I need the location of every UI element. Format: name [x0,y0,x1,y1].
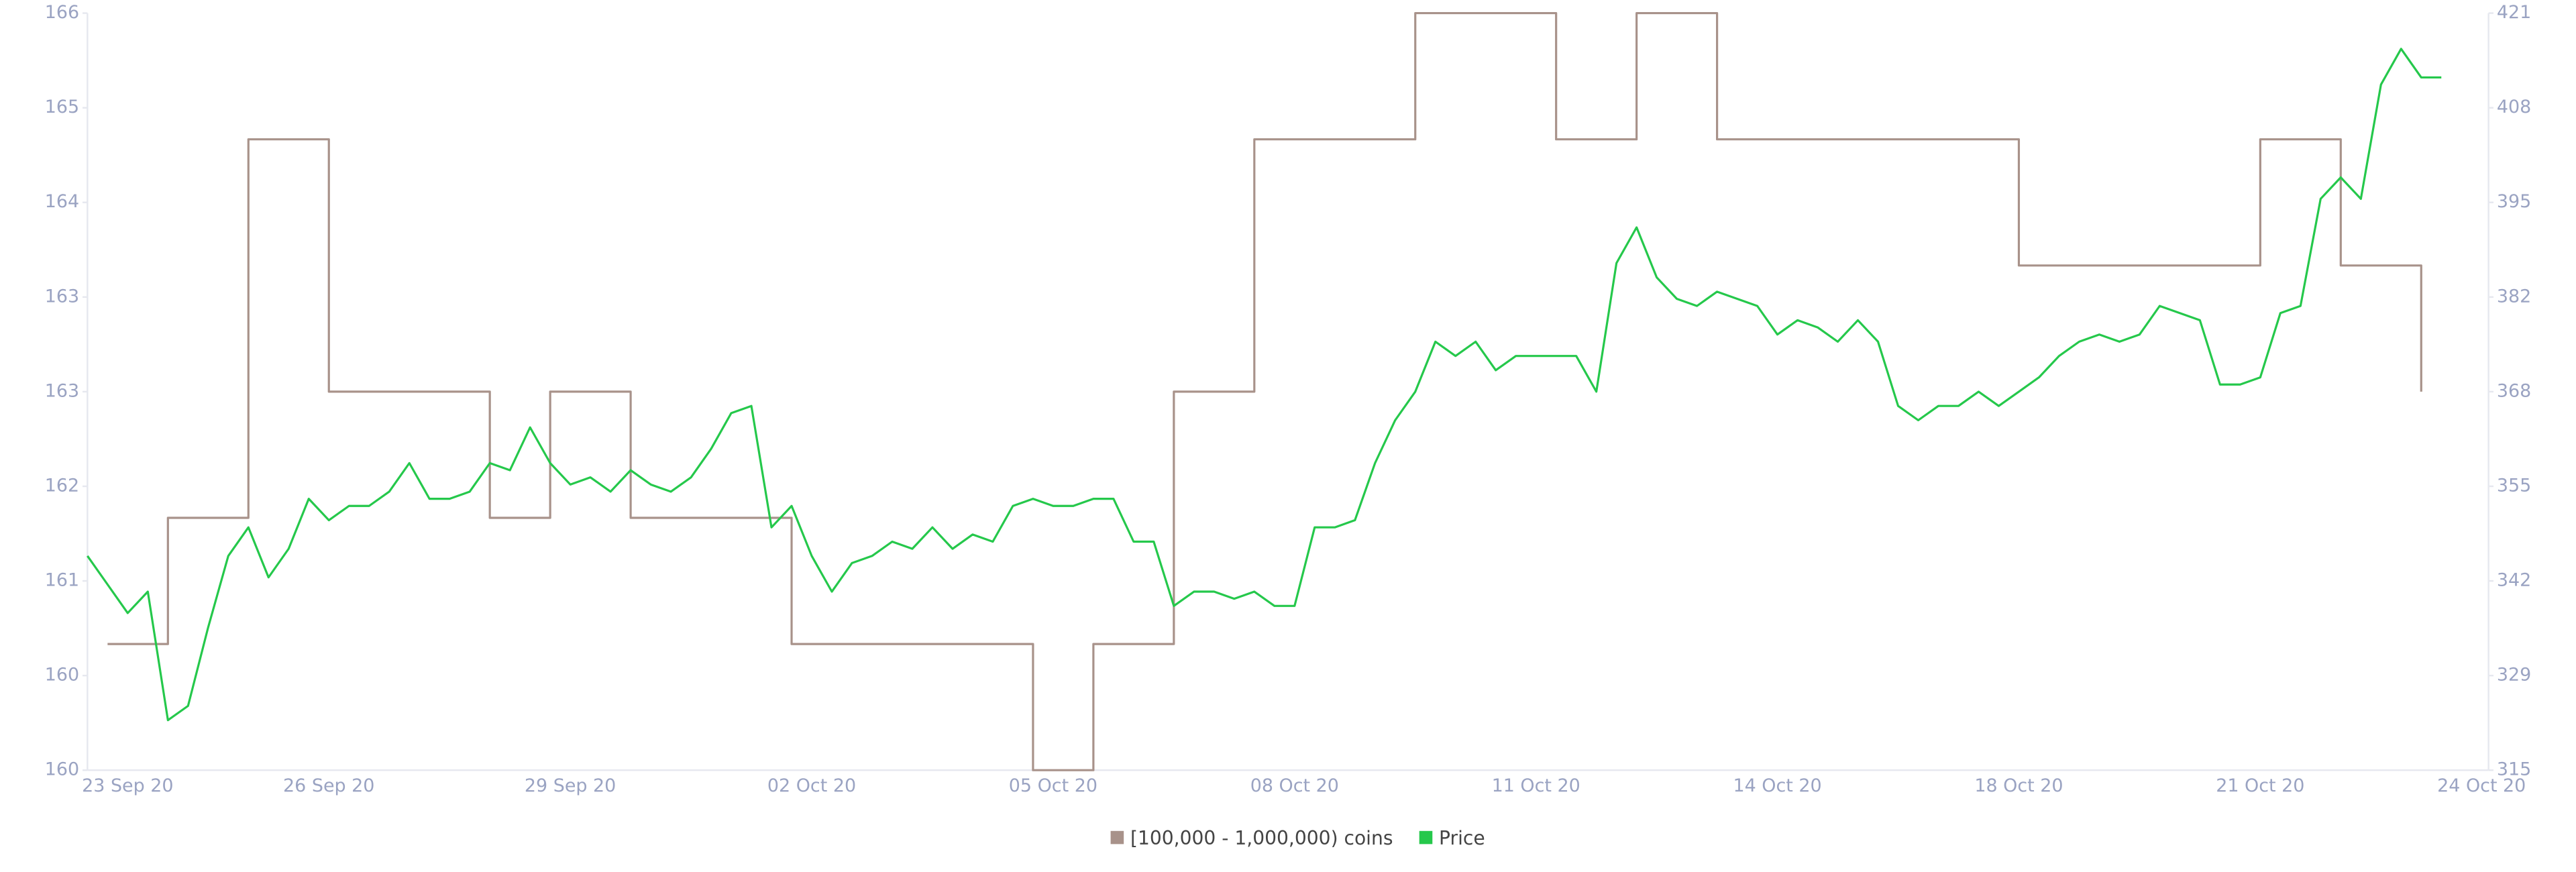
y-tick-label: 162 [45,475,79,496]
series-line [87,48,2442,722]
y2-tick-label: 421 [2497,2,2531,23]
legend-label: [100,000 - 1,000,000) coins [1130,827,1393,849]
y2-tick-label: 408 [2497,97,2531,117]
x-tick-label: 11 Oct 20 [1492,775,1580,796]
x-tick-label: 14 Oct 20 [1733,775,1821,796]
y2-tick-label: 315 [2497,759,2531,780]
x-tick-label: 24 Oct 20 [2437,775,2526,796]
y2-tick-label: 355 [2497,475,2531,496]
legend-swatch [1419,830,1433,844]
y2-tick-label: 382 [2497,286,2531,307]
y2-tick-label: 329 [2497,665,2531,686]
x-tick-label: 18 Oct 20 [1974,775,2063,796]
legend-swatch [1110,830,1124,844]
y2-tick-label: 342 [2497,570,2531,591]
y-tick-label: 164 [45,191,79,212]
series-line [107,11,2422,771]
x-tick-label: 05 Oct 20 [1009,775,1097,796]
y-tick-label: 163 [45,286,79,307]
y-tick-label: 165 [45,97,79,117]
x-tick-label: 29 Sep 20 [525,775,616,796]
x-tick-label: 26 Sep 20 [283,775,374,796]
y-tick-label: 166 [45,2,79,23]
y-tick-label: 161 [45,570,79,591]
y2-tick-label: 395 [2497,191,2531,212]
x-tick-label: 21 Oct 20 [2216,775,2304,796]
x-tick-label: 23 Sep 20 [82,775,173,796]
y-tick-label: 163 [45,380,79,401]
x-tick-label: 08 Oct 20 [1250,775,1339,796]
x-tick-label: 02 Oct 20 [767,775,856,796]
y2-tick-label: 368 [2497,380,2531,401]
y-tick-label: 160 [45,665,79,686]
y-tick-label: 160 [45,759,79,780]
legend-label: Price [1439,827,1485,849]
